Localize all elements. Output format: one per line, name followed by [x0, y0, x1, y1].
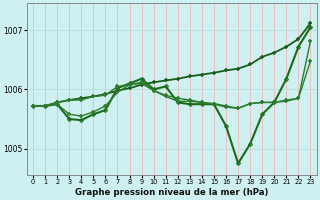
X-axis label: Graphe pression niveau de la mer (hPa): Graphe pression niveau de la mer (hPa) — [75, 188, 268, 197]
